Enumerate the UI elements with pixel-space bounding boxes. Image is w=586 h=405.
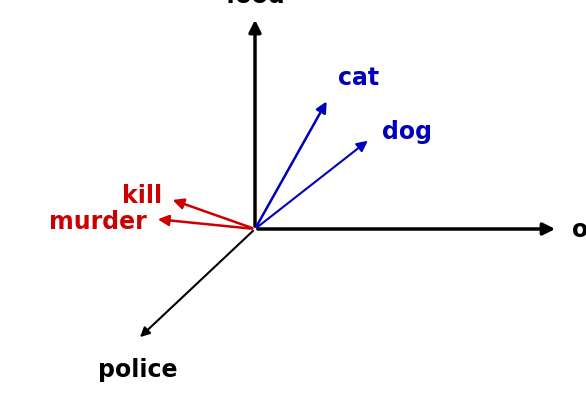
Text: owner: owner: [572, 217, 586, 241]
Text: murder: murder: [49, 209, 147, 233]
Text: police: police: [98, 357, 178, 381]
Text: kill: kill: [122, 183, 162, 207]
Text: cat: cat: [338, 66, 379, 90]
Text: dog: dog: [382, 120, 432, 144]
Text: food: food: [225, 0, 285, 8]
